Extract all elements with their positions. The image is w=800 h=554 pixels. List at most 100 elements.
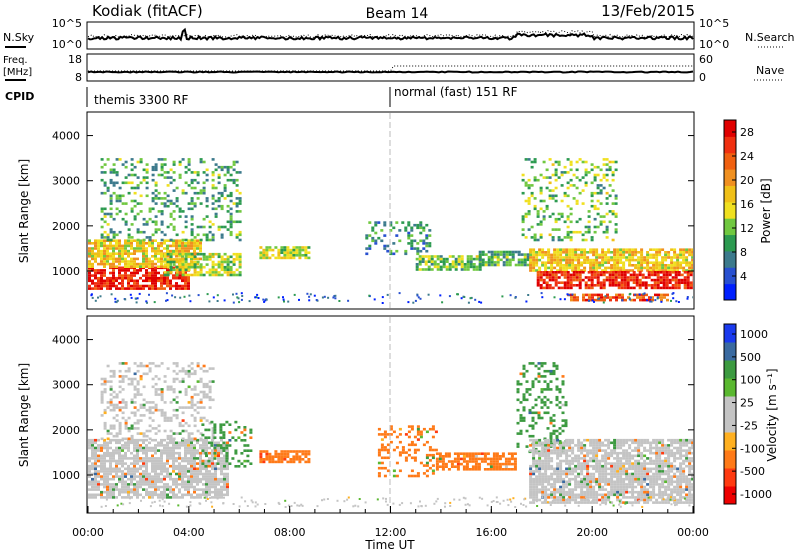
velocity-echo-cell bbox=[416, 427, 420, 431]
power-echo-cell bbox=[229, 220, 233, 224]
velocity-echo-cell bbox=[541, 446, 545, 450]
velocity-echo-cell bbox=[154, 393, 158, 396]
velocity-echo-cell bbox=[401, 451, 405, 454]
velocity-echo-cell bbox=[562, 501, 566, 504]
velocity-echo-cell bbox=[166, 462, 169, 465]
power-echo-cell bbox=[475, 268, 479, 271]
power-echo-cell bbox=[286, 251, 290, 254]
velocity-echo-cell bbox=[181, 369, 185, 373]
power-echo-cell bbox=[220, 233, 224, 237]
velocity-echo-cell bbox=[136, 480, 139, 484]
velocity-echo-cell bbox=[562, 488, 566, 491]
power-echo-cell bbox=[664, 256, 668, 259]
power-echo-cell bbox=[130, 186, 134, 190]
velocity-echo-cell bbox=[145, 483, 148, 486]
velocity-echo-cell bbox=[577, 483, 581, 486]
power-echo-cell bbox=[124, 239, 127, 242]
power-echo-cell bbox=[422, 229, 426, 232]
power-echo-cell bbox=[668, 273, 672, 277]
power-echo-cell bbox=[539, 199, 543, 203]
velocity-echo-cell bbox=[139, 483, 142, 486]
velocity-echo-cell bbox=[193, 459, 196, 463]
power-echo-cell bbox=[610, 251, 614, 254]
power-echo-cell bbox=[668, 281, 672, 284]
power-echo-cell bbox=[100, 210, 104, 213]
velocity-echo-cell bbox=[559, 475, 563, 478]
velocity-echo-cell bbox=[169, 451, 172, 455]
power-echo-cell bbox=[232, 271, 236, 274]
power-echo-cell bbox=[220, 258, 224, 261]
power-echo-cell bbox=[626, 281, 630, 284]
velocity-echo-cell bbox=[580, 449, 584, 452]
power-echo-cell bbox=[634, 251, 638, 254]
velocity-echo-cell bbox=[151, 493, 154, 497]
velocity-echo-cell bbox=[559, 477, 563, 481]
power-echo-cell bbox=[560, 199, 564, 203]
velocity-echo-cell bbox=[425, 474, 429, 478]
velocity-echo-cell bbox=[103, 446, 106, 450]
velocity-echo-cell bbox=[568, 446, 572, 450]
power-echo-cell bbox=[578, 286, 582, 290]
velocity-echo-cell bbox=[537, 411, 541, 415]
velocity-echo-cell bbox=[589, 480, 593, 484]
power-echo-cell bbox=[415, 263, 419, 266]
power-echo-cell bbox=[184, 268, 188, 272]
velocity-echo-cell bbox=[151, 419, 155, 422]
power-speckle-cell bbox=[381, 296, 384, 299]
power-echo-cell bbox=[109, 287, 112, 290]
power-echo-cell bbox=[205, 215, 209, 218]
power-speckle-cell bbox=[334, 297, 337, 300]
power-echo-cell bbox=[139, 284, 142, 288]
power-echo-cell bbox=[184, 265, 188, 269]
power-echo-cell bbox=[539, 236, 543, 239]
velocity-echo-cell bbox=[190, 398, 194, 402]
power-echo-cell bbox=[439, 260, 443, 263]
power-echo-cell bbox=[430, 268, 434, 271]
velocity-echo-cell bbox=[130, 467, 133, 471]
power-echo-cell bbox=[235, 204, 239, 208]
power-echo-cell bbox=[148, 217, 152, 221]
power-echo-cell bbox=[232, 178, 236, 182]
power-echo-cell bbox=[157, 228, 161, 231]
power-echo-cell bbox=[145, 249, 148, 253]
velocity-echo-cell bbox=[532, 477, 536, 481]
power-echo-cell bbox=[599, 223, 603, 226]
velocity-echo-cell bbox=[190, 401, 194, 404]
velocity-echo-cell bbox=[181, 438, 184, 442]
power-echo-cell bbox=[542, 210, 546, 213]
velocity-echo-cell bbox=[453, 457, 457, 461]
velocity-echo-cell bbox=[565, 501, 569, 504]
power-echo-cell bbox=[652, 256, 656, 259]
power-echo-cell bbox=[548, 215, 552, 218]
power-echo-cell bbox=[232, 163, 236, 166]
power-echo-cell bbox=[662, 281, 666, 284]
velocity-echo-cell bbox=[133, 475, 136, 478]
velocity-echo-cell bbox=[109, 472, 112, 476]
power-echo-cell bbox=[542, 281, 546, 284]
velocity-echo-cell bbox=[199, 367, 203, 370]
velocity-echo-cell bbox=[178, 472, 181, 476]
power-echo-cell bbox=[160, 212, 164, 216]
velocity-echo-cell bbox=[456, 455, 460, 458]
power-echo-cell bbox=[614, 230, 618, 234]
velocity-echo-cell bbox=[220, 485, 223, 489]
power-speckle-cell bbox=[671, 292, 674, 295]
velocity-echo-cell bbox=[401, 446, 405, 449]
velocity-echo-cell bbox=[115, 446, 118, 450]
power-echo-cell bbox=[532, 256, 536, 259]
power-echo-cell bbox=[157, 210, 161, 213]
power-echo-cell bbox=[508, 261, 512, 264]
power-echo-cell bbox=[556, 261, 560, 264]
velocity-echo-cell bbox=[133, 459, 136, 463]
velocity-echo-cell bbox=[142, 385, 146, 389]
power-echo-cell bbox=[217, 273, 221, 277]
power-echo-cell bbox=[571, 253, 575, 257]
velocity-echo-cell bbox=[547, 475, 551, 478]
power-echo-cell bbox=[214, 212, 218, 216]
power-speckle-cell bbox=[174, 296, 177, 299]
velocity-echo-cell bbox=[112, 475, 115, 478]
power-echo-cell bbox=[160, 163, 164, 166]
power-echo-cell bbox=[94, 271, 97, 275]
velocity-echo-cell bbox=[483, 460, 487, 463]
velocity-echo-cell bbox=[133, 477, 136, 481]
